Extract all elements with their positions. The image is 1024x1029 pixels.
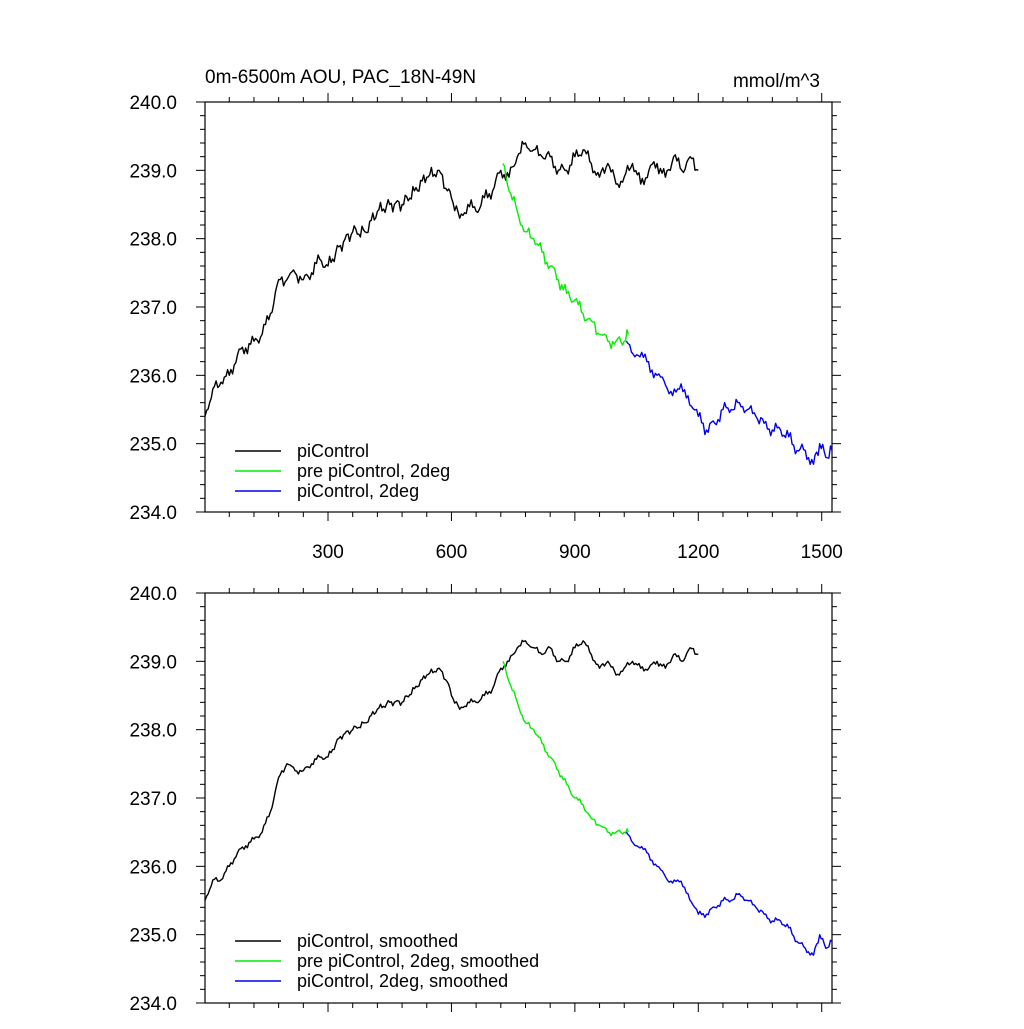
x-tick-label: 900 [559, 542, 591, 563]
y-tick-label: 234.0 [129, 503, 177, 524]
y-tick-label: 236.0 [129, 366, 177, 387]
legend-label: piControl, 2deg, smoothed [297, 971, 508, 991]
y-tick-label: 238.0 [129, 721, 177, 742]
y-tick-label: 240.0 [129, 93, 177, 114]
legend-label: pre piControl, 2deg, smoothed [297, 951, 539, 971]
y-tick-label: 237.0 [129, 789, 177, 810]
y-tick-label: 235.0 [129, 435, 177, 456]
legend-label: piControl, 2deg [297, 481, 419, 501]
x-tick-label: 1200 [677, 542, 719, 563]
y-tick-label: 234.0 [129, 994, 177, 1015]
legend-label: piControl [297, 441, 369, 461]
series-line [502, 661, 629, 837]
top-panel: 234.0 235.0 236.0 237.0 238.0 239.0 240.0 300 60… [129, 93, 843, 563]
x-tick-label: 600 [436, 542, 468, 563]
y-tick-label: 240.0 [129, 584, 177, 605]
legend-label: pre piControl, 2deg [297, 461, 450, 481]
x-tick-label: 1500 [801, 542, 843, 563]
y-tick-label: 237.0 [129, 298, 177, 319]
y-tick-label: 238.0 [129, 230, 177, 251]
series-line [625, 340, 833, 466]
y-tick-label: 239.0 [129, 161, 177, 182]
series-line [625, 831, 833, 956]
chart-title: 0m-6500m AOU, PAC_18N-49N [205, 67, 476, 88]
series-line [204, 140, 699, 417]
bottom-panel: 234.0 235.0 236.0 237.0 238.0 239.0 240.0 piCon… [129, 584, 841, 1015]
y-tick-label: 239.0 [129, 652, 177, 673]
x-tick-label: 300 [312, 542, 344, 563]
y-tick-label: 236.0 [129, 857, 177, 878]
series-line [502, 163, 629, 350]
units-label: mmol/m^3 [733, 71, 820, 92]
y-tick-label: 235.0 [129, 926, 177, 947]
series-line [204, 639, 699, 901]
legend-label: piControl, smoothed [297, 931, 458, 951]
